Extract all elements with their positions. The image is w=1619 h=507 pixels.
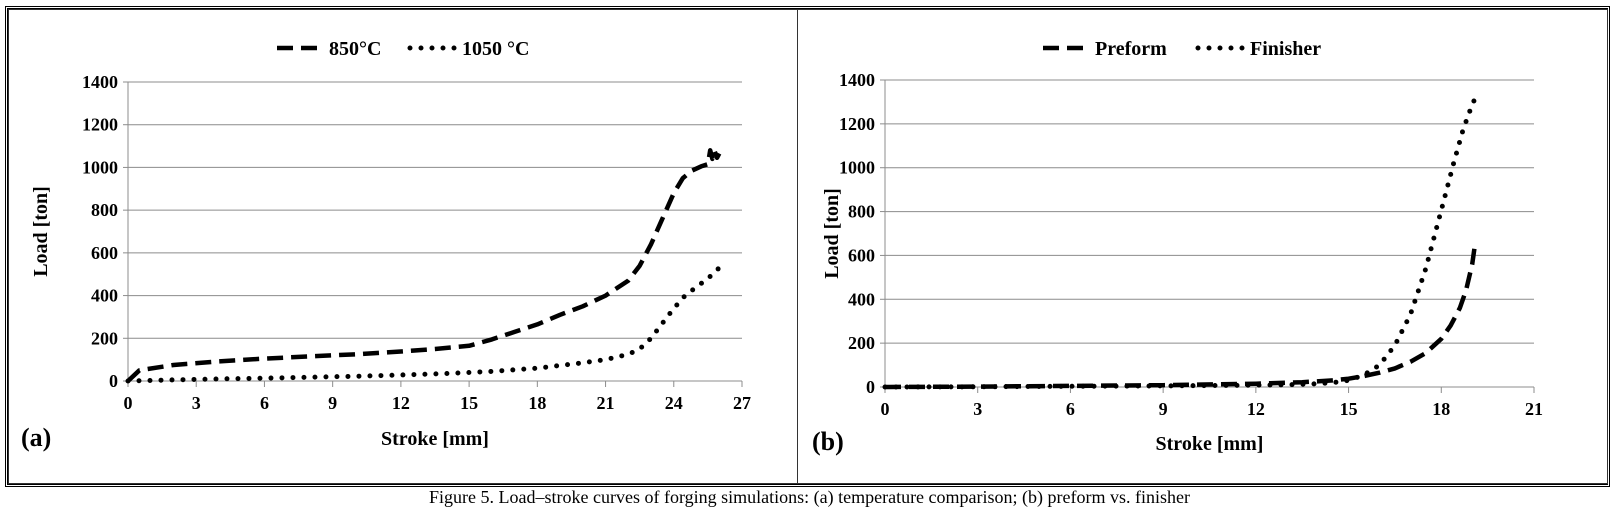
y-tick-label: 1000	[82, 157, 118, 177]
legend-label: 1050 °C	[462, 38, 529, 60]
y-tick-label: 200	[848, 333, 875, 353]
figure-caption: Figure 5. Load–stroke curves of forging …	[429, 487, 1190, 507]
y-tick-label: 1000	[839, 158, 875, 178]
x-tick-label: 18	[528, 393, 546, 413]
x-tick-label: 6	[260, 393, 269, 413]
panel-label: (b)	[812, 427, 844, 456]
panel-b: 0 200 400 600 800 1000 1200 1400 0 3 6 9 12 15 18 21 Pre…	[798, 9, 1608, 484]
series-line-850-c	[126, 148, 722, 383]
legend-label: Finisher	[1250, 38, 1321, 60]
y-tick-label: 600	[848, 245, 875, 265]
y-tick-label: 800	[848, 202, 875, 222]
x-tick-label: 9	[328, 393, 337, 413]
y-tick-label: 0	[866, 377, 875, 397]
y-tick-label: 600	[91, 243, 118, 263]
x-tick-label: 21	[1525, 399, 1543, 419]
x-tick-label: 3	[192, 393, 201, 413]
x-tick-label: 12	[392, 393, 410, 413]
panel-label: (a)	[21, 423, 51, 452]
x-tick-label: 3	[973, 399, 982, 419]
x-tick-label: 6	[1066, 399, 1075, 419]
y-tick-label: 1200	[839, 114, 875, 134]
legend-label: Preform	[1095, 38, 1167, 60]
y-tick-label: 1200	[82, 115, 118, 135]
y-axis-label: Load [ton]	[30, 186, 52, 277]
chart-a: 0 200 400 600 800 1000 1200 1400 0 3 6 9 12 15 18 21 24 2…	[21, 38, 751, 452]
x-tick-label: 21	[597, 393, 615, 413]
x-tick-label: 0	[124, 393, 133, 413]
x-axis-label: Stroke [mm]	[1156, 433, 1264, 455]
x-tick-label: 27	[733, 393, 751, 413]
panel-a: 0 200 400 600 800 1000 1200 1400 0 3 6 9 12 15 18 21 24 2…	[8, 9, 798, 484]
y-tick-label: 0	[109, 371, 118, 391]
x-tick-label: 15	[460, 393, 478, 413]
x-tick-label: 12	[1247, 399, 1265, 419]
x-tick-label: 0	[881, 399, 890, 419]
series-line-1050-c	[125, 265, 722, 384]
y-tick-label: 400	[91, 286, 118, 306]
chart-b: 0 200 400 600 800 1000 1200 1400 0 3 6 9 12 15 18 21 Pre…	[812, 38, 1543, 456]
x-tick-label: 24	[665, 393, 683, 413]
x-tick-label: 18	[1432, 399, 1450, 419]
y-axis-label: Load [ton]	[821, 188, 843, 279]
x-tick-label: 15	[1340, 399, 1358, 419]
y-tick-label: 800	[91, 200, 118, 220]
y-tick-label: 400	[848, 289, 875, 309]
y-tick-label: 1400	[82, 72, 118, 92]
y-tick-label: 200	[91, 328, 118, 348]
series-line-preform	[884, 241, 1478, 390]
legend-label: 850°C	[329, 38, 381, 60]
x-axis-label: Stroke [mm]	[381, 428, 489, 450]
outer-frame	[5, 6, 1610, 487]
x-tick-label: 9	[1159, 399, 1168, 419]
y-tick-label: 1400	[839, 70, 875, 90]
